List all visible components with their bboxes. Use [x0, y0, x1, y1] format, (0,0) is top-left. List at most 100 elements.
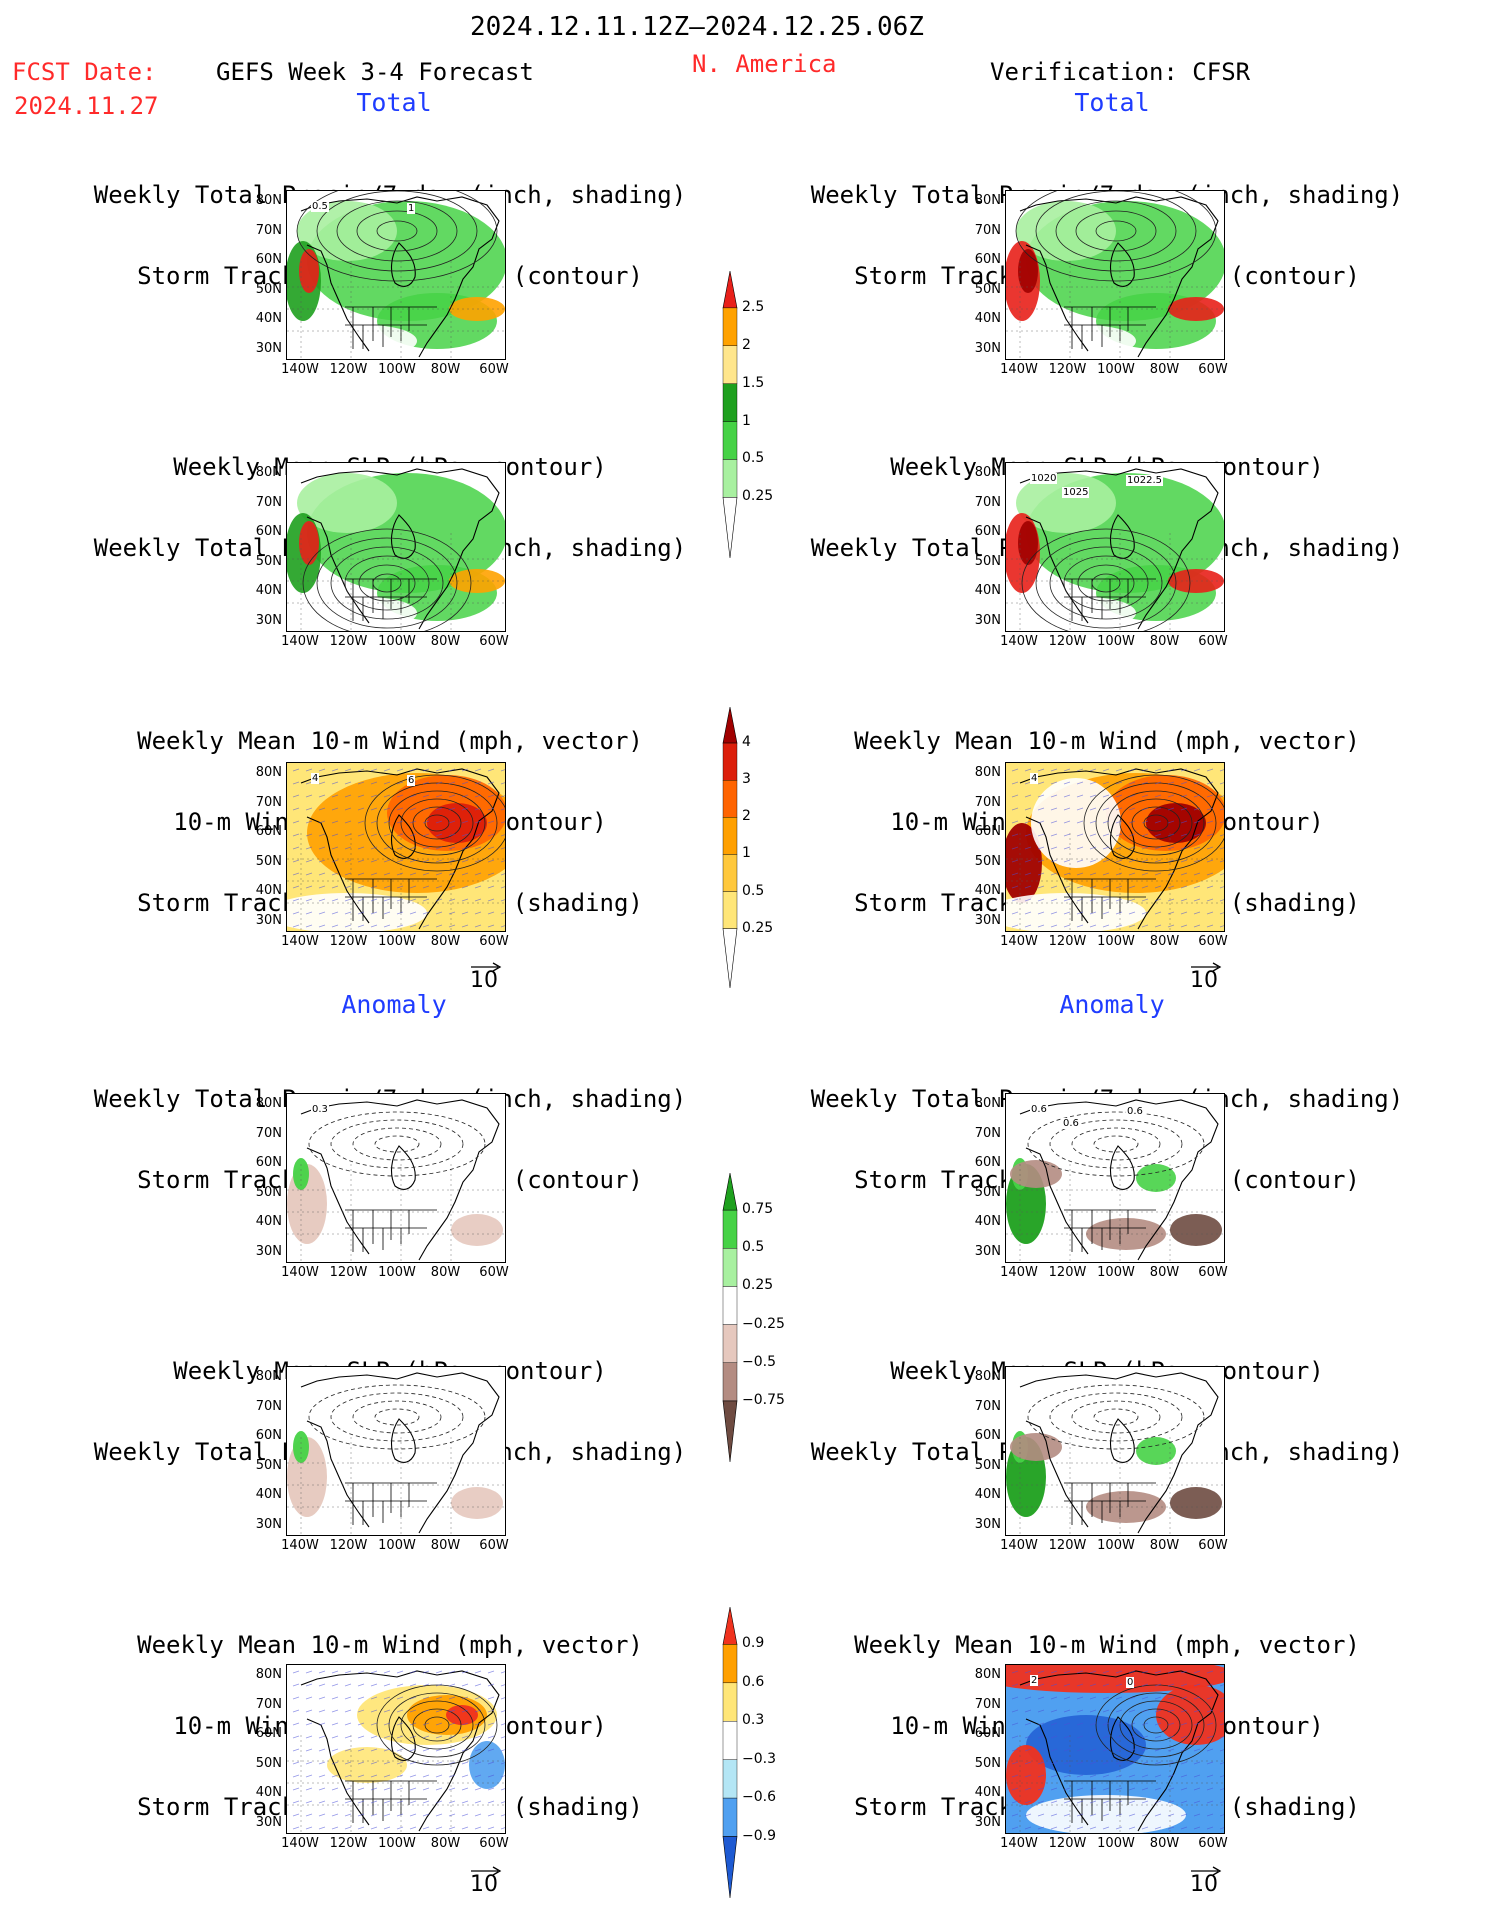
lon-tick-label: 100W [1097, 1265, 1135, 1280]
colorbar-tick-label: 2 [742, 808, 751, 825]
contour-label: 0 [1126, 1677, 1135, 1688]
colorbar-tick-label: 1.5 [742, 374, 765, 391]
colorbar-tick-label: 0.25 [742, 1277, 774, 1294]
lat-tick-label: 70N [974, 1125, 1001, 1141]
contour-label: 4 [1030, 773, 1039, 784]
lat-tick-label: 80N [974, 765, 1001, 780]
lat-tick-label: 50N [974, 1457, 1001, 1473]
lon-tick-label: 60W [479, 1836, 509, 1851]
colorbar-track_total [722, 706, 738, 989]
contour-label: 0.6 [1126, 1106, 1144, 1117]
lat-tick-label: 30N [974, 912, 1001, 928]
colorbar-tick-label: 0.5 [742, 882, 765, 899]
lat-tick-label: 60N [974, 1428, 1001, 1443]
lat-tick-label: 60N [974, 1155, 1001, 1170]
arrow-right-icon [1191, 1866, 1222, 1876]
map-panel-aslp-verification [1005, 1366, 1225, 1536]
lon-tick-label: 60W [479, 1265, 509, 1280]
lat-tick-label: 60N [255, 824, 282, 839]
lon-tick-label: 100W [378, 934, 416, 949]
lat-tick-label: 80N [255, 1369, 282, 1384]
vector-ref-value: 10 [470, 968, 498, 993]
lat-tick-label: 50N [255, 281, 282, 297]
colorbar-tick-label: 1 [742, 845, 751, 862]
vector-ref-value: 10 [1190, 968, 1218, 993]
lon-tick-label: 140W [1000, 934, 1038, 949]
lon-tick-label: 120W [329, 362, 368, 377]
lat-tick-label: 50N [255, 553, 282, 569]
lon-tick-label: 120W [1048, 634, 1087, 649]
lon-tick-label: 140W [1000, 1836, 1038, 1851]
lat-tick-label: 70N [255, 222, 282, 238]
colorbar-tick-label: 0.6 [742, 1673, 765, 1690]
contour-label: 0.6 [1062, 1118, 1080, 1129]
lat-tick-label: 70N [974, 222, 1001, 238]
lat-tick-label: 40N [974, 1214, 1001, 1229]
lat-tick-label: 40N [974, 1785, 1001, 1800]
lat-tick-label: 80N [255, 465, 282, 480]
model-title: GEFS Week 3-4 Forecast [216, 58, 534, 86]
fcst-date-value: 2024.11.27 [14, 92, 159, 120]
contour-label: 2 [1030, 1675, 1039, 1686]
lon-tick-label: 120W [1048, 362, 1087, 377]
lat-tick-label: 30N [255, 1243, 282, 1259]
section-anomaly-left: Anomaly [341, 990, 447, 1019]
lon-tick-label: 140W [281, 362, 319, 377]
lat-tick-label: 70N [255, 1398, 282, 1414]
map-panel-precip-forecast: 0.5 1 [286, 190, 506, 360]
section-total-left: Total [356, 88, 432, 117]
colorbar-tick-label: 3 [742, 771, 751, 788]
lat-tick-label: 50N [255, 1184, 282, 1200]
lat-tick-label: 70N [974, 494, 1001, 510]
lat-tick-label: 40N [255, 1785, 282, 1800]
lon-tick-label: 140W [1000, 362, 1038, 377]
lat-tick-label: 80N [974, 1667, 1001, 1682]
fcst-date-label: FCST Date: [12, 58, 157, 86]
lat-tick-label: 40N [255, 311, 282, 326]
title-line: Weekly Mean 10-m Wind (mph, vector) [137, 727, 643, 755]
lon-tick-label: 120W [1048, 1836, 1087, 1851]
lat-tick-label: 30N [255, 912, 282, 928]
colorbar-tick-label: 0.25 [742, 488, 774, 505]
colorbar-tick-label: 2.5 [742, 298, 765, 315]
lat-tick-label: 70N [255, 1125, 282, 1141]
lon-tick-label: 60W [479, 1538, 509, 1553]
contour-label: 4 [311, 773, 320, 784]
lat-tick-label: 70N [255, 494, 282, 510]
lon-tick-label: 60W [479, 634, 509, 649]
lon-tick-label: 120W [329, 1265, 368, 1280]
lon-tick-label: 100W [378, 1265, 416, 1280]
lat-tick-label: 30N [974, 1814, 1001, 1830]
colorbar-tick-label: 4 [742, 734, 751, 751]
map-panel-aprecip-forecast: 0.3 [286, 1093, 506, 1263]
lon-tick-label: 120W [329, 1538, 368, 1553]
lat-tick-label: 70N [255, 794, 282, 810]
lon-tick-label: 120W [1048, 1265, 1087, 1280]
lat-tick-label: 60N [255, 1155, 282, 1170]
lat-tick-label: 30N [974, 612, 1001, 628]
lat-tick-label: 40N [974, 311, 1001, 326]
map-panel-aslp-forecast [286, 1366, 506, 1536]
contour-label: 1022.5 [1126, 475, 1163, 486]
lat-tick-label: 50N [974, 1184, 1001, 1200]
lon-tick-label: 60W [1198, 934, 1228, 949]
lon-tick-label: 120W [1048, 1538, 1087, 1553]
contour-label: 1020 [1030, 473, 1058, 484]
colorbar-tick-label: −0.9 [742, 1827, 776, 1844]
lon-tick-label: 100W [1097, 634, 1135, 649]
lon-tick-label: 140W [1000, 1538, 1038, 1553]
forecast-period: 2024.12.11.12Z–2024.12.25.06Z [470, 12, 924, 42]
lat-tick-label: 50N [255, 853, 282, 869]
lon-tick-label: 140W [1000, 634, 1038, 649]
colorbar-tick-label: 0.3 [742, 1712, 765, 1729]
lon-tick-label: 100W [378, 634, 416, 649]
colorbar-tick-label: 1 [742, 412, 751, 429]
lat-tick-label: 40N [255, 583, 282, 598]
contour-label: 6 [407, 775, 416, 786]
lon-tick-label: 80W [430, 634, 461, 649]
colorbar-tick-label: −0.3 [742, 1750, 776, 1767]
lat-tick-label: 30N [974, 1516, 1001, 1532]
lon-tick-label: 120W [1048, 934, 1087, 949]
